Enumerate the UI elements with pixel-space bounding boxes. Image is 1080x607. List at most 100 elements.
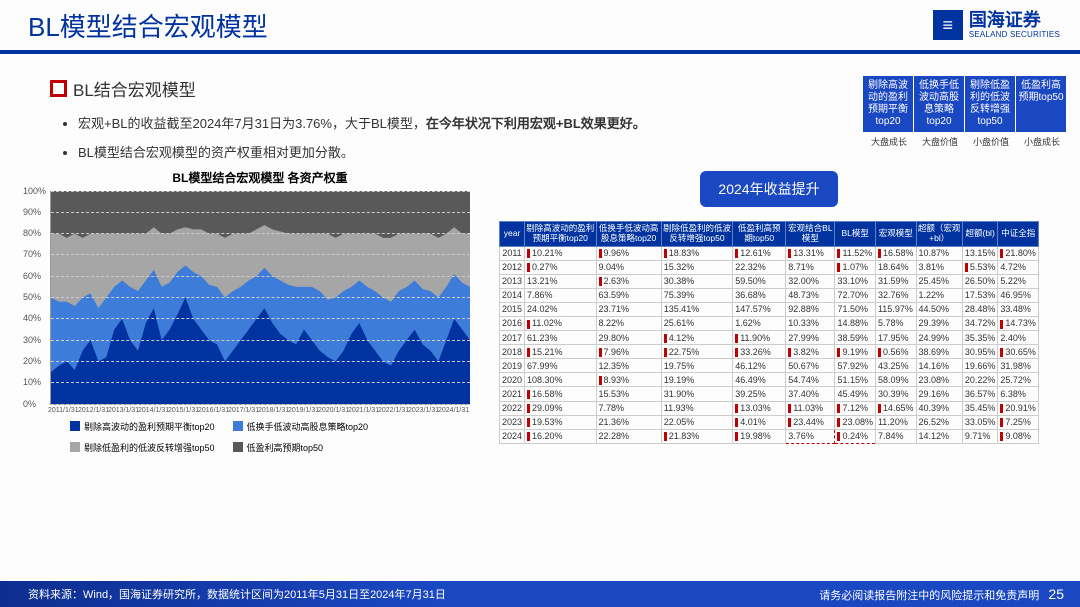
x-tick: 2024/1/31 bbox=[438, 407, 468, 414]
cell: 5.78% bbox=[875, 316, 916, 330]
cell: 25.45% bbox=[916, 274, 962, 288]
col-header: 剔除高波动的盈利预期平衡top20 bbox=[525, 222, 596, 247]
slide-title: BL模型结合宏观模型 bbox=[28, 7, 268, 44]
cell: 38.69% bbox=[916, 345, 962, 359]
category-label: 大盘价值 bbox=[916, 135, 964, 148]
x-tick: 2023/1/31 bbox=[408, 407, 438, 414]
cell: 11.20% bbox=[875, 415, 916, 429]
cell: 40.39% bbox=[916, 401, 962, 415]
cell: 7.86% bbox=[525, 288, 596, 302]
cell: 31.90% bbox=[661, 387, 732, 401]
cell: 11.02% bbox=[525, 316, 596, 330]
chart-panel: BL模型结合宏观模型 各资产权重 0%10%20%30%40%50%60%70%… bbox=[50, 171, 470, 454]
cell: 10.21% bbox=[525, 246, 596, 260]
x-tick: 2016/1/31 bbox=[198, 407, 228, 414]
cell: 14.12% bbox=[916, 429, 962, 443]
cell: 22.28% bbox=[596, 429, 661, 443]
cell: 1.07% bbox=[835, 260, 876, 274]
logo: ≡ 国海证券 SEALAND SECURITIES bbox=[933, 10, 1060, 40]
table-row: 201761.23%29.80%4.12%11.90%27.99%38.59%1… bbox=[500, 331, 1039, 345]
y-tick: 50% bbox=[23, 292, 41, 302]
cell: 33.05% bbox=[962, 415, 998, 429]
cell: 8.71% bbox=[786, 260, 835, 274]
cell: 135.41% bbox=[661, 302, 732, 316]
footer: 资料来源：Wind，国海证券研究所，数据统计区间为2011年5月31日至2024… bbox=[0, 581, 1080, 607]
cell: 34.72% bbox=[962, 316, 998, 330]
cell: 15.32% bbox=[661, 260, 732, 274]
cell: 23.08% bbox=[835, 415, 876, 429]
col-header: 剔除低盈利的低波反转增强top50 bbox=[661, 222, 732, 247]
cell: 2.63% bbox=[596, 274, 661, 288]
cell: 2012 bbox=[500, 260, 525, 274]
cell: 18.83% bbox=[661, 246, 732, 260]
cell: 5.53% bbox=[962, 260, 998, 274]
cell: 58.09% bbox=[875, 373, 916, 387]
cell: 8.93% bbox=[596, 373, 661, 387]
col-header: 超额（宏观+bl） bbox=[916, 222, 962, 247]
x-tick: 2017/1/31 bbox=[228, 407, 258, 414]
x-tick: 2011/1/31 bbox=[48, 407, 78, 414]
cell: 10.33% bbox=[786, 316, 835, 330]
cell: 2018 bbox=[500, 345, 525, 359]
cell: 2023 bbox=[500, 415, 525, 429]
cell: 25.72% bbox=[998, 373, 1039, 387]
x-tick: 2020/1/31 bbox=[318, 407, 348, 414]
legend-item: 低换手低波动高股息策略top20 bbox=[233, 420, 369, 433]
x-axis: 2011/1/312012/1/312013/1/312014/1/312015… bbox=[48, 407, 468, 414]
legend-tag: 低换手低波动高股息策略top20 bbox=[914, 76, 964, 132]
corner-legend: 剔除高波动的盈利预期平衡top20低换手低波动高股息策略top20剔除低盈利的低… bbox=[863, 76, 1066, 148]
cell: 6.38% bbox=[998, 387, 1039, 401]
cell: 4.12% bbox=[661, 331, 732, 345]
cell: 7.78% bbox=[596, 401, 661, 415]
legend-tag: 低盈利高预期top50 bbox=[1016, 76, 1066, 132]
chart-title: BL模型结合宏观模型 各资产权重 bbox=[50, 171, 470, 187]
cell: 54.74% bbox=[786, 373, 835, 387]
legend-tag: 剔除高波动的盈利预期平衡top20 bbox=[863, 76, 913, 132]
cell: 19.53% bbox=[525, 415, 596, 429]
cell: 37.40% bbox=[786, 387, 835, 401]
cell: 11.52% bbox=[835, 246, 876, 260]
cell: 30.65% bbox=[998, 345, 1039, 359]
cell: 30.39% bbox=[875, 387, 916, 401]
cell: 2016 bbox=[500, 316, 525, 330]
cell: 29.39% bbox=[916, 316, 962, 330]
y-tick: 40% bbox=[23, 313, 41, 323]
cell: 7.25% bbox=[998, 415, 1039, 429]
x-tick: 2018/1/31 bbox=[258, 407, 288, 414]
stacked-area-chart: 0%10%20%30%40%50%60%70%80%90%100% bbox=[50, 191, 470, 405]
y-tick: 10% bbox=[23, 377, 41, 387]
cell: 14.88% bbox=[835, 316, 876, 330]
cell: 17.53% bbox=[962, 288, 998, 302]
cell: 31.98% bbox=[998, 359, 1039, 373]
cell: 20.91% bbox=[998, 401, 1039, 415]
cell: 16.58% bbox=[875, 246, 916, 260]
col-header: 宏观结合BL模型 bbox=[786, 222, 835, 247]
x-tick: 2022/1/31 bbox=[378, 407, 408, 414]
table-row: 202116.58%15.53%31.90%39.25%37.40%45.49%… bbox=[500, 387, 1039, 401]
cell: 38.59% bbox=[835, 331, 876, 345]
cell: 13.03% bbox=[733, 401, 786, 415]
cell: 2011 bbox=[500, 246, 525, 260]
cell: 57.92% bbox=[835, 359, 876, 373]
cell: 30.38% bbox=[661, 274, 732, 288]
cell: 29.09% bbox=[525, 401, 596, 415]
cell: 16.20% bbox=[525, 429, 596, 443]
cell: 2014 bbox=[500, 288, 525, 302]
cell: 14.73% bbox=[998, 316, 1039, 330]
y-tick: 100% bbox=[23, 186, 46, 196]
table-row: 201967.99%12.35%19.75%46.12%50.67%57.92%… bbox=[500, 359, 1039, 373]
cell: 22.75% bbox=[661, 345, 732, 359]
cell: 7.96% bbox=[596, 345, 661, 359]
cell: 19.75% bbox=[661, 359, 732, 373]
logo-icon: ≡ bbox=[933, 10, 963, 40]
cell: 28.48% bbox=[962, 302, 998, 316]
x-tick: 2021/1/31 bbox=[348, 407, 378, 414]
cell: 23.08% bbox=[916, 373, 962, 387]
cell: 7.84% bbox=[875, 429, 916, 443]
logo-cn: 国海证券 bbox=[969, 11, 1060, 31]
cell: 33.26% bbox=[733, 345, 786, 359]
cell: 22.05% bbox=[661, 415, 732, 429]
x-tick: 2014/1/31 bbox=[138, 407, 168, 414]
cell: 21.80% bbox=[998, 246, 1039, 260]
cell: 13.15% bbox=[962, 246, 998, 260]
